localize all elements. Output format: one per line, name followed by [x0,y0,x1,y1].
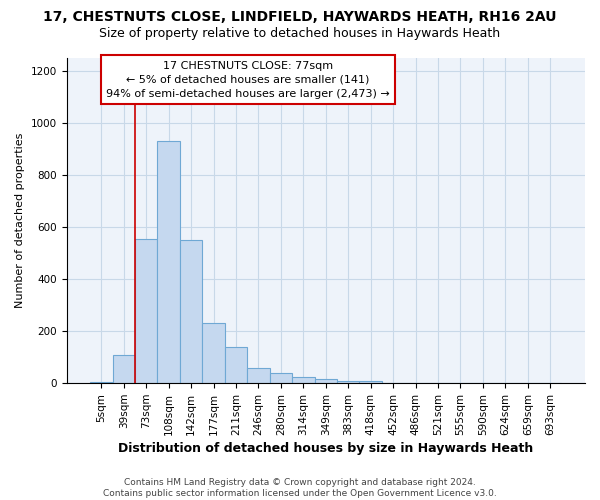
Bar [314,378,337,383]
Bar [292,376,314,383]
Bar [337,381,359,383]
Bar [113,354,135,383]
Bar [202,324,225,383]
Text: 17 CHESTNUTS CLOSE: 77sqm
← 5% of detached houses are smaller (141)
94% of semi-: 17 CHESTNUTS CLOSE: 77sqm ← 5% of detach… [106,61,390,99]
Bar [247,368,269,383]
X-axis label: Distribution of detached houses by size in Haywards Heath: Distribution of detached houses by size … [118,442,533,455]
Text: Size of property relative to detached houses in Haywards Heath: Size of property relative to detached ho… [100,28,500,40]
Bar [157,141,180,383]
Text: 17, CHESTNUTS CLOSE, LINDFIELD, HAYWARDS HEATH, RH16 2AU: 17, CHESTNUTS CLOSE, LINDFIELD, HAYWARDS… [43,10,557,24]
Text: Contains HM Land Registry data © Crown copyright and database right 2024.
Contai: Contains HM Land Registry data © Crown c… [103,478,497,498]
Bar [359,381,382,383]
Bar [269,373,292,383]
Bar [135,238,157,383]
Bar [180,240,202,383]
Bar [225,346,247,383]
Bar [90,382,113,383]
Y-axis label: Number of detached properties: Number of detached properties [15,132,25,308]
